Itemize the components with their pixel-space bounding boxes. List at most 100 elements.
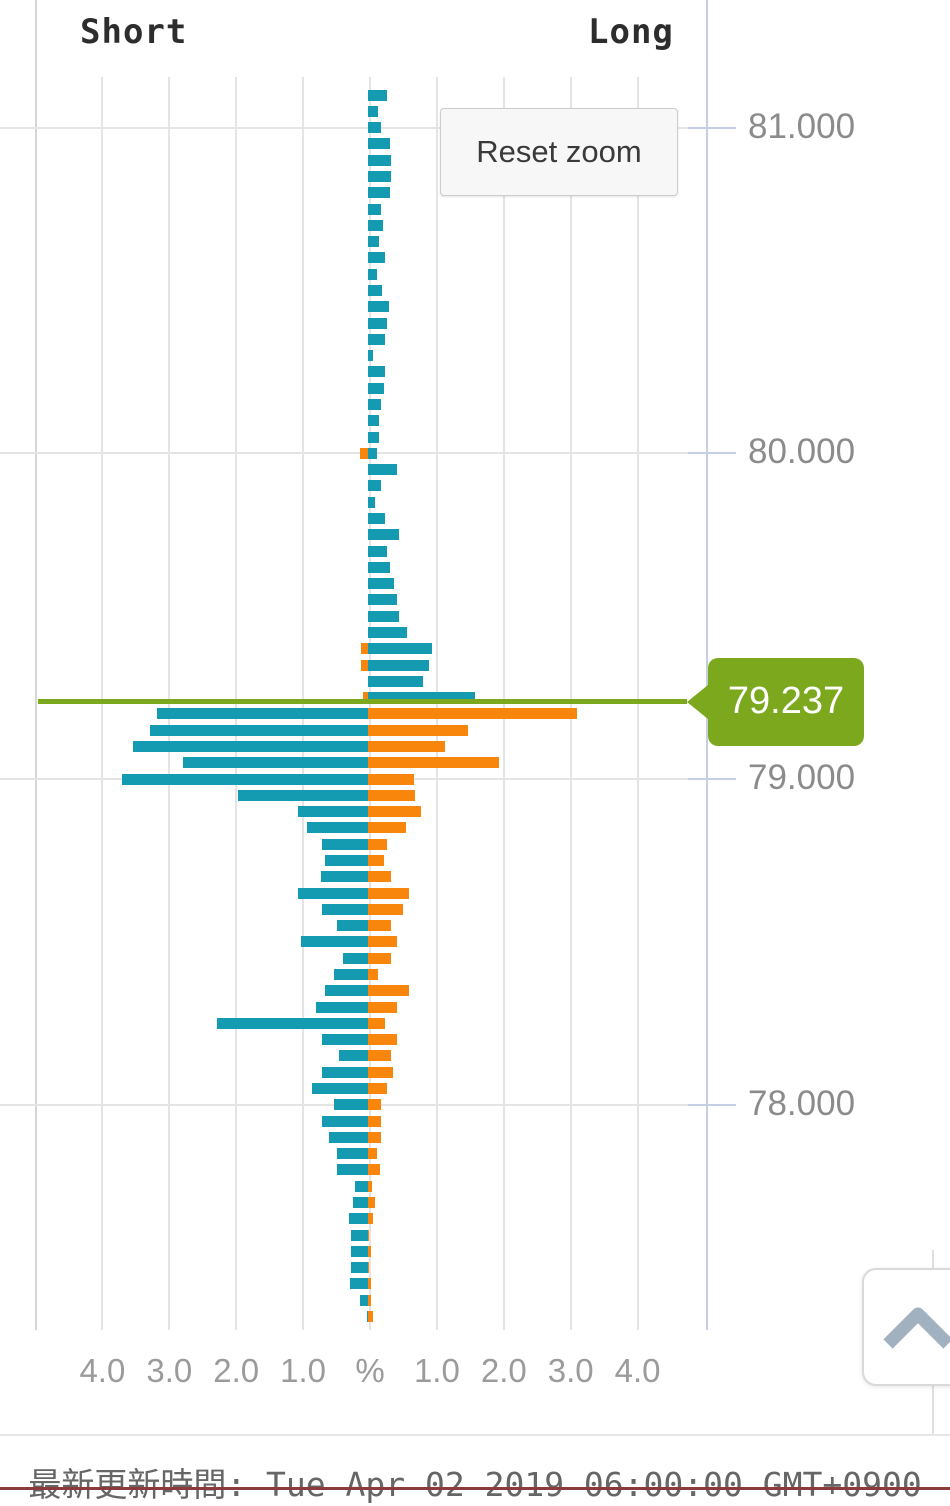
position-bar-long: [368, 1148, 377, 1160]
position-bar-long: [368, 838, 388, 850]
position-bar-short: [237, 789, 368, 801]
price-axis-tick: [688, 1103, 736, 1106]
position-bar-long: [368, 985, 409, 997]
x-axis-label: %: [355, 1352, 385, 1389]
current-price-label: 79.237: [708, 657, 864, 746]
position-bar-short: [361, 659, 368, 671]
position-bar-long: [368, 1164, 381, 1176]
current-price-label-arrow: [687, 684, 708, 719]
position-bar-long: [368, 692, 476, 704]
position-bar-long: [368, 610, 399, 622]
long-side-title: Long: [588, 12, 674, 52]
position-bar-long: [368, 333, 386, 345]
position-bar-long: [368, 594, 397, 606]
price-axis-line: [706, 0, 708, 1330]
position-bar-short: [121, 773, 368, 785]
price-axis-label: 81.000: [748, 106, 856, 146]
reset-zoom-button[interactable]: Reset zoom: [440, 108, 678, 196]
position-bar-short: [217, 1017, 368, 1029]
position-bar-short: [350, 1245, 368, 1257]
position-bar-short: [348, 1213, 368, 1225]
position-bar-short: [320, 871, 368, 883]
price-axis-label: 78.000: [748, 1083, 856, 1123]
price-axis-label: 80.000: [748, 432, 856, 472]
position-bar-long: [368, 285, 383, 296]
position-bar-short: [359, 1294, 368, 1306]
position-bar-long: [368, 1050, 392, 1062]
position-bar-short: [301, 936, 368, 948]
position-bar-long: [368, 382, 385, 394]
position-bar-short: [325, 854, 368, 866]
position-bar-long: [368, 252, 385, 264]
position-bar-long: [368, 301, 390, 313]
price-axis-label: 79.000: [748, 758, 856, 797]
position-bar-short: [298, 806, 368, 818]
position-bar-long: [368, 1131, 381, 1143]
position-bar-long: [368, 773, 415, 785]
position-bar-long: [368, 203, 381, 215]
position-bar-long: [368, 871, 391, 883]
position-bar-short: [321, 1066, 368, 1078]
current-price-line: [38, 699, 687, 705]
position-bar-long: [368, 806, 421, 818]
short-side-title: Short: [80, 12, 188, 52]
position-bar-long: [368, 708, 577, 720]
position-bar-long: [368, 545, 388, 557]
position-bar-long: [368, 447, 378, 459]
position-bar-long: [368, 561, 391, 573]
position-bar-short: [132, 740, 368, 752]
x-axis-label: 1.0: [413, 1352, 460, 1389]
position-bar-long: [368, 1229, 370, 1241]
position-bar-short: [321, 903, 368, 915]
x-axis-label: 3.0: [146, 1352, 193, 1389]
x-axis-label: 4.0: [79, 1352, 126, 1389]
position-bar-long: [368, 1180, 372, 1192]
position-bar-long: [368, 366, 386, 378]
position-bar-long: [368, 122, 381, 134]
current-price-value: 79.237: [727, 680, 845, 723]
position-bar-short: [325, 985, 368, 997]
position-bar-long: [368, 219, 384, 231]
position-bar-long: [368, 1034, 398, 1046]
position-bar-long: [368, 887, 409, 899]
plot-left-border: [35, 0, 37, 1330]
position-bar-long: [368, 1262, 370, 1273]
position-bar-long: [368, 789, 416, 801]
position-bar-long: [368, 1213, 374, 1225]
position-bar-long: [368, 415, 379, 427]
position-bar-short: [328, 1131, 368, 1143]
position-bar-long: [368, 952, 391, 964]
position-bar-short: [312, 1082, 368, 1094]
x-axis-label: 1.0: [280, 1352, 327, 1389]
position-bar-short: [307, 822, 368, 834]
position-bar-long: [368, 757, 500, 769]
position-bar-long: [368, 350, 373, 362]
position-bar-long: [368, 659, 429, 671]
position-bar-long: [368, 936, 397, 948]
position-bar-long: [368, 496, 375, 508]
position-bar-long: [368, 317, 388, 329]
position-bar-short: [337, 1148, 368, 1160]
position-bar-short: [297, 887, 368, 899]
position-bar-long: [368, 171, 391, 182]
gridline-horizontal: [0, 126, 706, 129]
position-bar-short: [333, 968, 368, 980]
position-bar-long: [368, 480, 382, 492]
position-bar-long: [368, 464, 397, 476]
position-bar-long: [368, 903, 403, 915]
position-bar-long: [368, 1001, 397, 1013]
position-bar-long: [368, 268, 377, 280]
position-bar-short: [352, 1196, 368, 1208]
position-bar-long: [368, 854, 385, 866]
position-bar-short: [339, 1050, 368, 1062]
position-bar-short: [321, 1034, 368, 1046]
position-bar-short: [333, 1099, 368, 1111]
chart-bottom-divider: [0, 1434, 950, 1436]
position-bar-short: [183, 757, 368, 769]
scroll-to-top-button[interactable]: [862, 1268, 950, 1386]
position-bar-long: [368, 154, 391, 166]
position-bar-long: [368, 1245, 372, 1257]
price-axis-tick: [688, 126, 736, 129]
position-bar-long: [368, 138, 391, 150]
position-bar-long: [368, 89, 387, 101]
